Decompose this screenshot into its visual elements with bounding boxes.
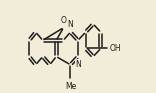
Text: OH: OH — [110, 44, 122, 53]
Text: Me: Me — [65, 82, 76, 91]
Text: N: N — [68, 20, 73, 29]
Text: O: O — [60, 16, 66, 25]
Text: N: N — [75, 60, 81, 69]
